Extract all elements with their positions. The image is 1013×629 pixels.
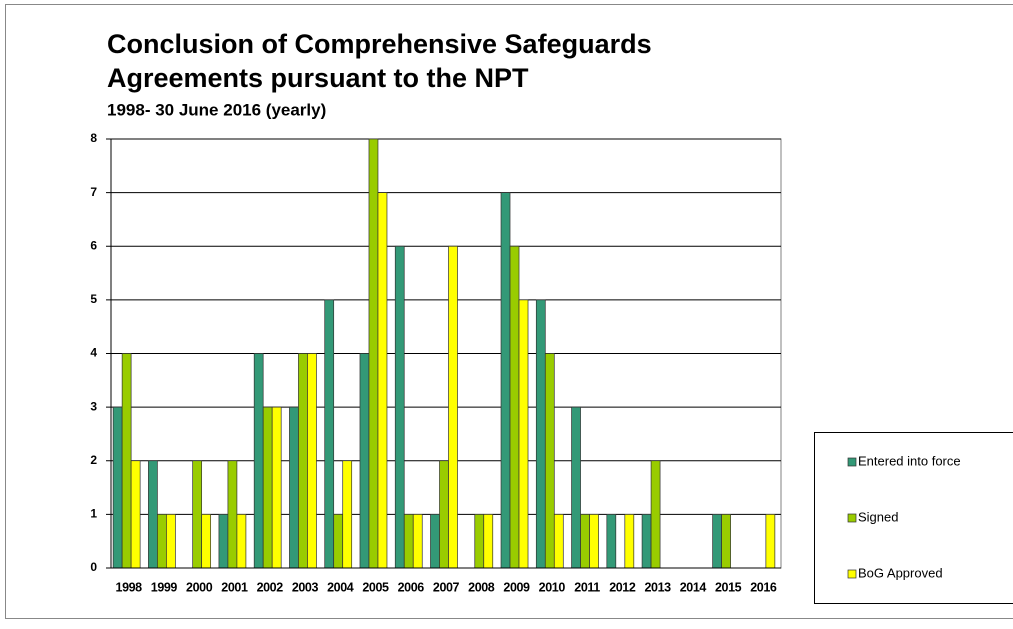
bar: [519, 300, 528, 568]
bar: [166, 514, 175, 568]
bar: [307, 354, 316, 569]
x-tick-label: 2004: [327, 580, 354, 594]
legend-label: Signed: [858, 509, 898, 524]
x-tick-label: 2003: [292, 580, 319, 594]
legend-label: Entered into force: [858, 453, 961, 468]
bar: [334, 514, 343, 568]
y-tick-label: 8: [90, 131, 97, 145]
bar: [607, 514, 616, 568]
x-tick-label: 1999: [151, 580, 178, 594]
bar: [572, 407, 581, 568]
bar: [449, 246, 458, 568]
y-tick-label: 5: [90, 292, 97, 306]
chart-subtitle: 1998- 30 June 2016 (yearly): [107, 100, 326, 119]
bar: [369, 139, 378, 568]
y-tick-label: 7: [90, 185, 97, 199]
bar: [395, 246, 404, 568]
bar: [510, 246, 519, 568]
y-tick-label: 2: [90, 453, 97, 467]
bar: [228, 461, 237, 568]
bar: [202, 514, 211, 568]
bar: [713, 514, 722, 568]
bar: [113, 407, 122, 568]
legend-swatch: [848, 514, 856, 522]
bar: [289, 407, 298, 568]
bar: [219, 514, 228, 568]
x-tick-label: 2011: [574, 580, 600, 594]
bar: [343, 461, 352, 568]
x-tick-label: 2001: [221, 580, 248, 594]
bar: [237, 514, 246, 568]
bar: [325, 300, 334, 568]
bar: [440, 461, 449, 568]
x-tick-label: 2015: [715, 580, 742, 594]
bar: [360, 354, 369, 569]
bar: [722, 514, 731, 568]
bar: [625, 514, 634, 568]
x-tick-label: 2008: [468, 580, 495, 594]
bar: [501, 193, 510, 568]
bar: [545, 354, 554, 569]
y-tick-label: 6: [90, 238, 97, 252]
bar: [122, 354, 131, 569]
bar: [131, 461, 140, 568]
bar: [298, 354, 307, 569]
bar: [554, 514, 563, 568]
bar: [263, 407, 272, 568]
y-tick-label: 4: [90, 346, 97, 360]
x-tick-label: 2005: [362, 580, 389, 594]
bar: [581, 514, 590, 568]
x-tick-label: 2009: [503, 580, 530, 594]
bar: [413, 514, 422, 568]
bar: [193, 461, 202, 568]
chart-title-line-2: Agreements pursuant to the NPT: [107, 63, 529, 93]
bar: [378, 193, 387, 568]
x-tick-label: 2002: [257, 580, 284, 594]
x-tick-label: 2012: [609, 580, 636, 594]
chart-title-line-1: Conclusion of Comprehensive Safeguards: [107, 29, 652, 59]
x-tick-label: 2013: [644, 580, 671, 594]
bar: [475, 514, 484, 568]
bar: [766, 514, 775, 568]
bar: [272, 407, 281, 568]
bar: [431, 514, 440, 568]
y-tick-label: 1: [90, 507, 97, 521]
x-tick-label: 2007: [433, 580, 460, 594]
bar: [254, 354, 263, 569]
bar: [484, 514, 493, 568]
legend-swatch: [848, 458, 856, 466]
bar: [642, 514, 651, 568]
bar: [148, 461, 157, 568]
bar: [651, 461, 660, 568]
bar: [590, 514, 599, 568]
legend-swatch: [848, 570, 856, 578]
x-tick-label: 2016: [750, 580, 777, 594]
bar: [404, 514, 413, 568]
bar: [536, 300, 545, 568]
y-tick-label: 3: [90, 399, 97, 413]
bar: [157, 514, 166, 568]
y-tick-label: 0: [90, 560, 97, 574]
x-tick-label: 2014: [680, 580, 707, 594]
legend-label: BoG Approved: [858, 565, 943, 580]
x-tick-label: 2010: [539, 580, 566, 594]
x-tick-label: 2000: [186, 580, 213, 594]
x-tick-label: 1998: [116, 580, 143, 594]
x-tick-label: 2006: [398, 580, 425, 594]
